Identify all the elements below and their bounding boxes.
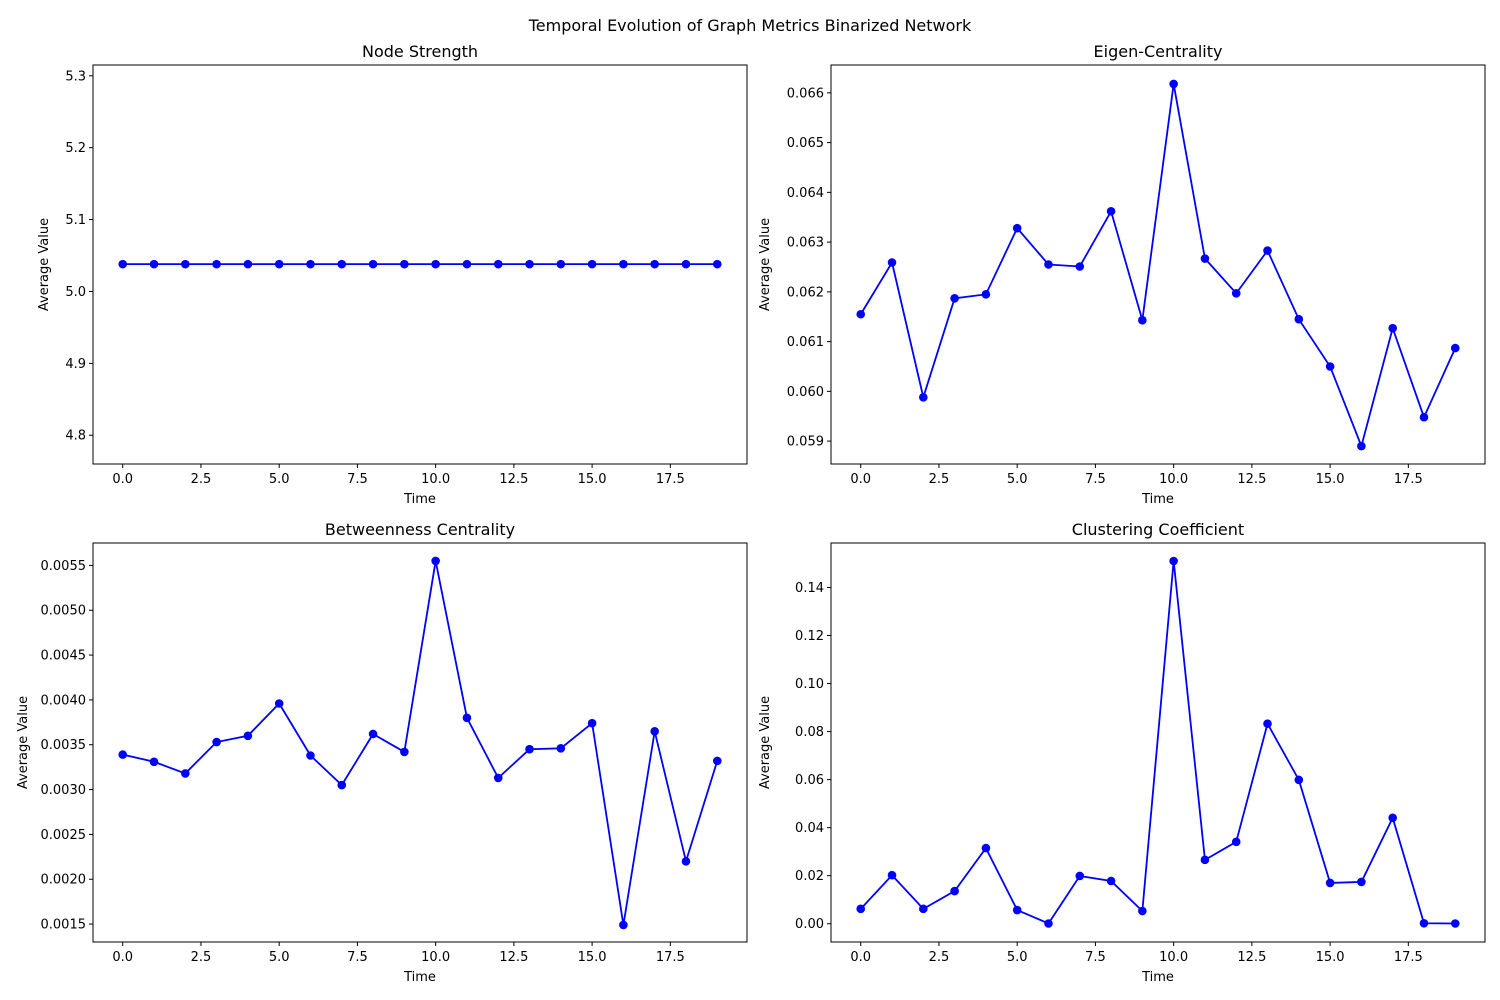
node-strength-point (650, 259, 659, 269)
node-strength-ytick-label: 5.3 (65, 69, 86, 84)
node-strength-xtick-label: 15.0 (578, 472, 607, 487)
node-strength-point (462, 259, 472, 269)
node-strength-point (525, 259, 534, 269)
node-strength-axes-frame (92, 64, 748, 465)
node-strength-ytick-label: 4.8 (65, 429, 86, 444)
node-strength-point (243, 259, 253, 269)
node-strength-point (212, 259, 221, 269)
node-strength-xtick-label: 0.0 (112, 472, 133, 487)
node-strength-xtick-label: 10.0 (421, 472, 450, 487)
node-strength-ytick-label: 5.0 (65, 285, 86, 300)
node-strength-xtick-label: 7.5 (347, 472, 368, 487)
node-strength-ytick-label: 5.2 (65, 141, 86, 156)
node-strength-point (431, 259, 440, 269)
node-strength-point (587, 259, 597, 269)
node-strength-point (712, 259, 722, 269)
node-strength-point (681, 259, 691, 269)
node-strength-title: Node Strength (362, 42, 478, 61)
node-strength-ytick-label: 4.9 (65, 357, 86, 372)
node-strength-xtick-label: 17.5 (656, 472, 685, 487)
node-strength-xtick-label: 12.5 (499, 472, 528, 487)
node-strength-point (274, 259, 284, 269)
node-strength-point (619, 259, 628, 269)
node-strength-point (400, 259, 409, 269)
node-strength-point (493, 259, 503, 269)
figure-title: Temporal Evolution of Graph Metrics Bina… (528, 16, 972, 35)
node-strength-ytick-label: 5.1 (65, 213, 86, 228)
node-strength-ylabel: Average Value (37, 218, 52, 311)
node-strength-point (118, 259, 128, 269)
node-strength-xtick-label: 2.5 (191, 472, 212, 487)
node-strength-xlabel: Time (403, 492, 436, 507)
node-strength-point (337, 259, 347, 269)
node-strength-point (556, 259, 566, 269)
node-strength-xtick-label: 5.0 (269, 472, 290, 487)
node-strength-point (306, 259, 315, 269)
node-strength-point (368, 259, 378, 269)
node-strength-point (181, 259, 190, 269)
node-strength-point (149, 259, 159, 269)
